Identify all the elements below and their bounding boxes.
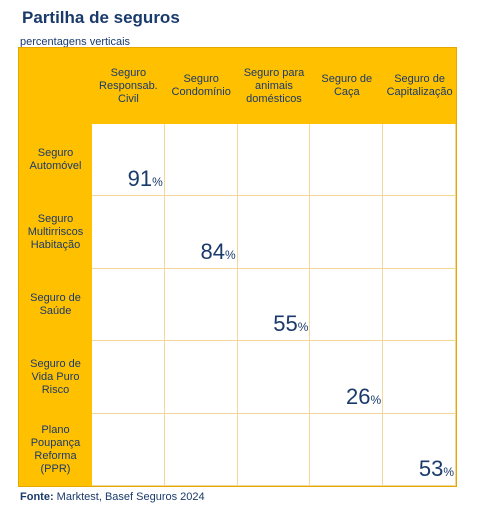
matrix-cell [92,341,165,414]
matrix-cell [383,196,456,269]
row-header-3: Seguro de Saúde [30,291,81,317]
column-header-3: Seguro para animais domésticos [243,66,305,105]
value-number: 91 [127,166,153,192]
matrix-cell [310,413,384,486]
column-header-1: Seguro Responsab. Civil [99,66,158,105]
column-header-2: Seguro Condomínio [171,73,231,98]
matrix-cell [310,341,384,414]
matrix-cell [164,124,238,197]
value-unit: % [297,320,309,335]
data-label-1: 91% [128,166,163,192]
matrix-cell [164,196,238,269]
matrix-cell [92,124,165,197]
matrix-cell [383,268,456,342]
column-header-5: Seguro de Capitalização [386,73,453,98]
data-label-4: 26% [346,384,381,410]
chart-title: Partilha de seguros [22,8,180,27]
row-header-2: Seguro Multirriscos Habitação [27,213,84,252]
data-label-5: 53% [419,456,454,482]
matrix-cell [92,196,165,269]
value-number: 53 [418,456,444,481]
matrix-cell [237,268,311,342]
value-unit: % [370,392,382,407]
matrix-cell [237,196,311,269]
matrix-cell [310,124,384,197]
matrix-cell [237,124,311,197]
matrix-cell [383,341,456,414]
value-unit: % [224,247,236,262]
source-text: Marktest, Basef Seguros 2024 [56,491,205,503]
value-number: 55 [273,311,298,337]
value-number: 84 [200,238,225,264]
row-header-5: Plano Poupança Reforma (PPR) [30,423,81,475]
matrix-cell [383,413,456,486]
matrix-cell [383,124,456,197]
value-number: 26 [346,383,371,409]
matrix-cell [92,413,165,486]
matrix-cell [164,268,238,342]
matrix-cell [164,341,238,414]
data-label-2: 84% [200,239,235,265]
matrix-cell [164,413,238,486]
source-note: Fonte: Marktest, Basef Seguros 2024 [20,491,205,503]
column-header-4: Seguro de Caça [321,73,373,98]
matrix-cell [237,413,311,486]
row-header-4: Seguro de Vida Puro Risco [30,357,81,396]
matrix-cell [310,196,384,269]
row-header-1: Seguro Automóvel [29,147,82,173]
matrix-cell [310,268,384,342]
data-label-3: 55% [273,311,308,337]
matrix-cell [237,341,311,414]
value-unit: % [152,175,163,190]
chart-subtitle: percentagens verticais [20,36,131,48]
source-label: Fonte: [20,491,54,503]
share-matrix: Seguro Responsab. Civil Seguro Condomínio… [18,47,457,487]
matrix-cell [92,268,165,342]
value-unit: % [443,465,454,479]
